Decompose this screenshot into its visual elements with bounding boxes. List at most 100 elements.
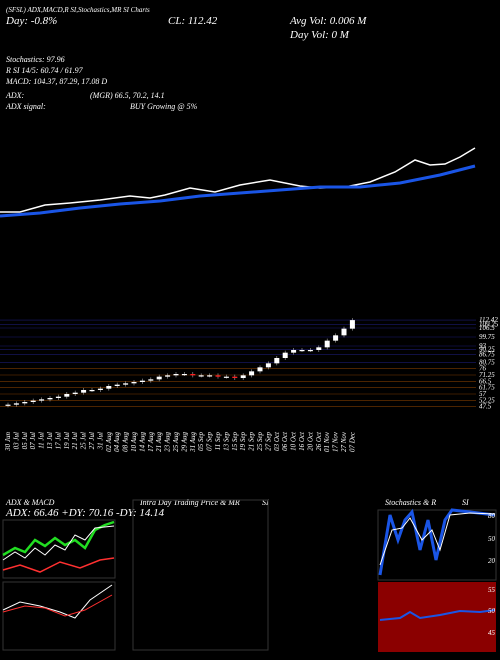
x-tick-label: 11 Sep (214, 432, 222, 451)
candle (215, 375, 221, 377)
di-minus-line (2, 557, 115, 573)
x-tick-label: 31 Jul (96, 432, 104, 450)
y-tick-label: 61.75 (479, 384, 495, 392)
candle (47, 398, 53, 400)
candle (240, 375, 246, 378)
candle (81, 390, 87, 393)
rsi-panel (378, 582, 496, 652)
x-tick-label: 13 Jul (46, 432, 54, 449)
panel-frame (377, 509, 497, 581)
stat: (MGR) 66.5, 70.2, 14.1 (90, 91, 165, 100)
close: CL: 112.42 (168, 15, 218, 27)
x-tick-label: 05 Sep (197, 432, 205, 451)
panel-values: ADX: 66.46 +DY: 70.16 -DY: 14.14 (5, 507, 165, 519)
x-tick-label: 07 Jul (29, 432, 37, 449)
candle (114, 384, 120, 386)
candle (341, 328, 347, 336)
x-tick-label: 03 Jul (12, 432, 20, 449)
candle (198, 375, 204, 377)
candle (190, 374, 196, 376)
y-tick-label: 47.5 (479, 403, 492, 411)
candle (64, 394, 70, 397)
y-tick-label: 112.42 (479, 316, 498, 324)
x-tick-label: 27 Sep (264, 432, 272, 451)
x-tick-label: 21 Sep (248, 432, 256, 451)
x-tick-label: 13 Sep (222, 432, 230, 451)
candle (282, 352, 288, 358)
y-tick-label: 93 (479, 342, 487, 350)
stat: MACD: 104.37, 87.29, 17.08 D (5, 77, 107, 86)
candle (207, 375, 213, 377)
candle (307, 350, 313, 352)
candle (22, 402, 28, 404)
panel-title: Intra Day Trading Price & MR (139, 498, 240, 507)
candle (324, 340, 330, 348)
x-tick-label: 30 Jun (4, 432, 12, 452)
stat: BUY Growing @ 5% (130, 102, 198, 111)
candle (249, 371, 255, 376)
tick-label: 55 (488, 586, 496, 594)
candle (139, 380, 145, 382)
x-tick-label: 15 Sep (231, 432, 239, 451)
x-tick-label: 31 Aug (189, 432, 197, 453)
candle (106, 386, 112, 389)
x-tick-label: 27 Jul (88, 432, 96, 449)
macd-line (2, 584, 113, 619)
x-tick-label: 25 Aug (172, 432, 180, 452)
candle (173, 374, 179, 376)
x-tick-label: 21 Jul (71, 432, 79, 449)
tick-label: 50 (488, 535, 496, 543)
y-tick-label: 52.25 (479, 396, 495, 404)
tick-label: 20 (488, 557, 496, 565)
y-tick-label: 109.25 (479, 320, 499, 328)
x-tick-label: 02 Aug (105, 432, 113, 452)
y-tick-label: 71.25 (479, 371, 495, 379)
price-ma-line (0, 147, 476, 213)
x-tick-label: 07 Sep (206, 432, 214, 451)
x-tick-label: 03 Oct (273, 431, 281, 451)
x-tick-label: 27 Nov (340, 431, 348, 452)
x-tick-label: 01 Nov (323, 431, 331, 452)
x-tick-label: 25 Sep (256, 432, 264, 451)
x-tick-label: 29 Aug (180, 432, 188, 452)
x-tick-label: 07 Dec (348, 431, 356, 452)
x-tick-label: 04 Aug (113, 432, 121, 452)
candle (265, 363, 271, 368)
stat: ADX: (5, 91, 25, 100)
candle (89, 390, 95, 392)
y-tick-label: 106.5 (479, 324, 495, 332)
x-tick-label: 11 Jul (38, 432, 46, 449)
candle (30, 400, 36, 402)
y-tick-label: 86.75 (479, 350, 495, 358)
candle (291, 350, 297, 353)
x-tick-label: 16 Oct (298, 431, 306, 451)
candle (156, 376, 162, 380)
day-change: Day: -0.8% (5, 15, 57, 27)
title: (SFSL) ADX,MACD,R SI,Stochastics,MR SI C… (6, 6, 150, 14)
x-tick-label: 19 Jul (63, 432, 71, 449)
x-tick-label: 17 Jul (54, 432, 62, 449)
candle (97, 388, 103, 390)
candle (299, 350, 305, 352)
candle (148, 379, 154, 381)
candle (123, 383, 129, 385)
candle (39, 399, 45, 401)
avg-vol: Avg Vol: 0.006 M (289, 15, 367, 27)
x-tick-label: 26 Oct (315, 431, 323, 451)
y-tick-label: 90.25 (479, 346, 495, 354)
candle (232, 376, 238, 378)
candle (333, 335, 339, 341)
signal-line (2, 594, 113, 617)
x-tick-label: 20 Oct (306, 431, 314, 451)
y-tick-label: 99.75 (479, 333, 495, 341)
day-vol: Day Vol: 0 M (289, 29, 350, 41)
candle (5, 404, 11, 406)
x-tick-label: 19 Sep (239, 432, 247, 451)
candle (181, 374, 187, 376)
stat: ADX signal: (5, 102, 46, 111)
stat: Stochastics: 97.96 (6, 55, 65, 64)
candle (55, 396, 61, 398)
y-tick-label: 80.75 (479, 358, 495, 366)
panel-title: ADX & MACD (5, 498, 55, 507)
